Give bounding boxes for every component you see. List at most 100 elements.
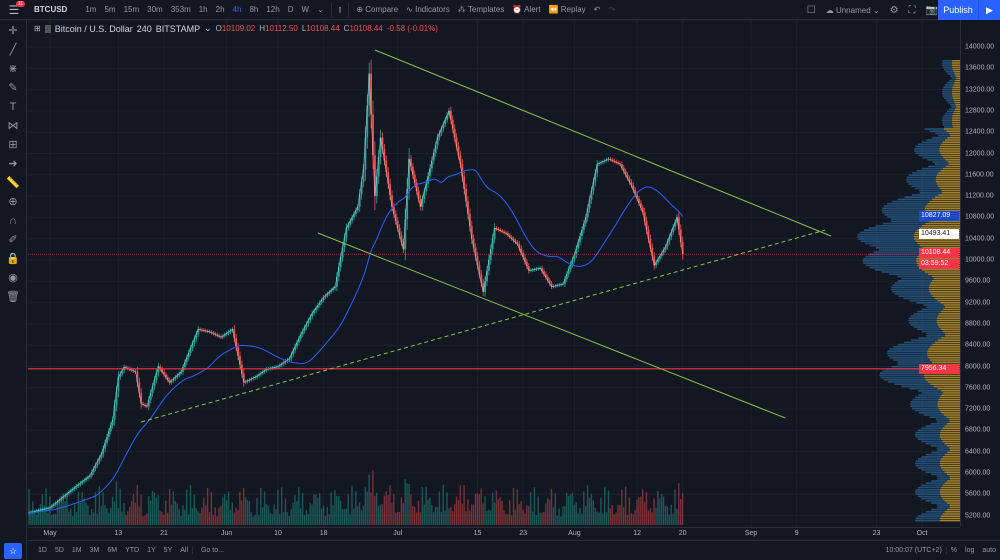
fullscreen-icon[interactable]: ⛶ <box>908 4 916 16</box>
auto-toggle[interactable]: auto <box>982 547 996 554</box>
range-5d[interactable]: 5D <box>54 547 64 554</box>
gear-icon[interactable]: ⚙ <box>889 4 899 16</box>
range-all[interactable]: All <box>180 547 189 554</box>
candle <box>343 237 346 248</box>
range-1m[interactable]: 1M <box>71 547 82 554</box>
text-icon[interactable]: T <box>9 101 17 113</box>
candle <box>446 115 448 120</box>
volume-bar <box>108 513 110 525</box>
candle <box>275 366 277 368</box>
compare-button[interactable]: ⊕ Compare <box>352 5 402 14</box>
log-toggle[interactable]: log <box>965 547 975 554</box>
volume-profile-bar <box>915 240 960 242</box>
clock-time[interactable]: 10:00:07 (UTC+2) <box>885 547 942 554</box>
crosshair-icon[interactable]: ✛ <box>8 25 18 37</box>
price-axis[interactable]: 14000.00 13600.00 13200.00 12800.00 12400.00… <box>960 20 1000 527</box>
indicators-button[interactable]: ∿ Indicators <box>402 5 454 14</box>
publish-button[interactable]: Publish <box>938 0 978 20</box>
volume-profile-bar <box>950 104 956 106</box>
candle <box>324 295 327 298</box>
expand-icon[interactable]: ⊞ <box>34 24 41 33</box>
templates-button[interactable]: ⁂ Templates <box>454 5 509 14</box>
high-value: 10112.50 <box>265 24 298 33</box>
volume-profile-bar <box>921 497 943 500</box>
volume-bar <box>170 504 173 525</box>
interval-8h[interactable]: 8h <box>249 5 259 14</box>
range-5y[interactable]: 5Y <box>163 547 173 554</box>
interval-15m[interactable]: 15m <box>123 5 140 14</box>
alert-button[interactable]: ⏰ Alert <box>508 5 544 14</box>
range-ytd[interactable]: YTD <box>125 547 140 554</box>
star-icon[interactable]: ☆ <box>4 543 22 559</box>
magnet-icon[interactable]: ∩ <box>9 215 17 227</box>
volume-profile-bar <box>921 392 943 394</box>
volume-bar <box>56 502 59 525</box>
interval-353m[interactable]: 353m <box>170 5 191 14</box>
redo-icon[interactable]: ↷ <box>608 5 616 14</box>
time-axis[interactable]: May 13 21 Jun 10 18 Jul 15 23 Aug 12 20 Sep 9 23 Oct <box>28 527 960 540</box>
brush-icon[interactable]: ✎ <box>8 82 18 94</box>
candle <box>195 333 198 339</box>
volume-profile-bar <box>906 176 937 179</box>
range-1d[interactable]: 1D <box>38 547 47 554</box>
candle <box>355 210 357 214</box>
volume-bar <box>110 507 112 525</box>
candle <box>679 229 682 242</box>
chevron-down-icon[interactable]: ⌄ <box>317 5 324 14</box>
lock-icon[interactable]: 🔒 <box>6 253 20 265</box>
play-circle-icon[interactable]: ▶ <box>978 0 1000 20</box>
volume-bar <box>123 503 125 525</box>
candles-icon[interactable]: ⫾ <box>338 4 342 14</box>
interval-12h[interactable]: 12h <box>266 5 280 14</box>
range-3m[interactable]: 3M <box>89 547 100 554</box>
pencil-lock-icon[interactable]: ✐ <box>8 234 18 246</box>
volume-profile-bar <box>947 101 955 104</box>
price-chart[interactable] <box>28 20 960 527</box>
interval-4h[interactable]: 4h <box>232 5 242 14</box>
interval-5m[interactable]: 5m <box>104 5 116 14</box>
range-6m[interactable]: 6M <box>107 547 118 554</box>
volume-profile-bar <box>928 273 960 275</box>
volume-profile-bar <box>925 205 960 207</box>
undo-icon[interactable]: ↶ <box>593 5 601 14</box>
prediction-icon[interactable]: ⊞ <box>8 139 18 151</box>
camera-icon[interactable]: 📷 <box>925 4 938 16</box>
trend-line-icon[interactable]: ╱ <box>9 44 17 56</box>
candle <box>575 248 578 255</box>
interval-30m[interactable]: 30m <box>147 5 163 14</box>
interval-1h[interactable]: 1h <box>198 5 208 14</box>
chevron-down-icon[interactable]: ⌄ <box>204 23 212 33</box>
layout-square-icon[interactable]: ☐ <box>806 4 816 16</box>
percent-toggle[interactable]: % <box>945 547 961 554</box>
symbol-search[interactable]: BTCUSD <box>34 5 68 14</box>
symbol-logo-icon <box>44 24 51 33</box>
candle <box>480 274 483 284</box>
volume-profile-bar <box>859 231 915 234</box>
interval-D[interactable]: D <box>287 5 294 14</box>
eye-icon[interactable]: ◉ <box>8 272 18 284</box>
range-1y[interactable]: 1Y <box>147 547 156 554</box>
candle <box>537 268 540 270</box>
exchange[interactable]: BITSTAMP <box>155 23 201 34</box>
interval-1m[interactable]: 1m <box>85 5 97 14</box>
ruler-icon[interactable]: 📏 <box>6 177 20 189</box>
trash-icon[interactable]: 🗑 <box>6 291 20 303</box>
candle <box>366 105 369 138</box>
interval-2h[interactable]: 2h <box>215 5 225 14</box>
price-tick-label: 10400.00 <box>965 235 995 243</box>
candle <box>505 232 507 234</box>
replay-button[interactable]: ⏪ Replay <box>545 5 590 14</box>
menu-button[interactable]: ☰ 11 <box>8 0 26 17</box>
high-label: H <box>259 24 266 33</box>
time-tick-label: Jun <box>221 530 233 537</box>
zoom-icon[interactable]: ⊕ <box>8 196 18 208</box>
layout-name-button[interactable]: ☁ Unnamed ⌄ <box>825 5 880 15</box>
arrow-left-icon[interactable]: ➜ <box>8 158 18 170</box>
candle <box>299 334 302 339</box>
goto-button[interactable]: Go to... <box>192 547 228 554</box>
candle <box>305 323 308 328</box>
fib-icon[interactable]: ⋇ <box>8 63 18 75</box>
pattern-icon[interactable]: ⋈ <box>7 120 19 132</box>
interval-W[interactable]: W <box>301 5 310 14</box>
layout-name: Unnamed <box>835 5 871 15</box>
